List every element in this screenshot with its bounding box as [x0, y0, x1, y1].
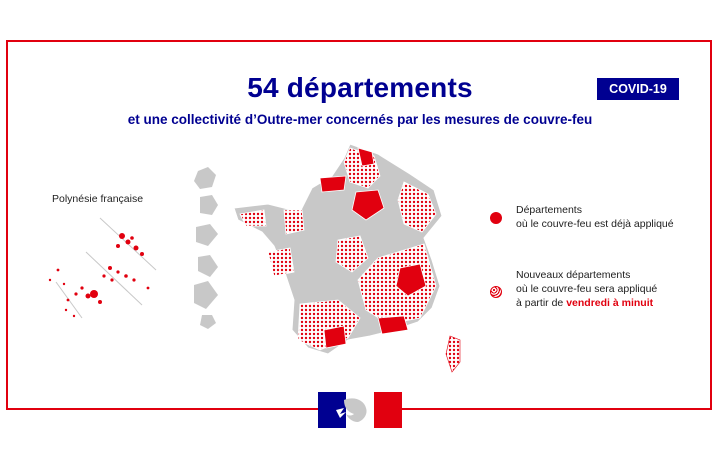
france-map [233, 143, 461, 373]
legend-new-text: Nouveaux départements où le couvre-feu s… [516, 268, 716, 310]
covid-badge: COVID-19 [597, 78, 679, 100]
region-paris-existing [351, 189, 385, 221]
polynesia-inset-map [48, 217, 157, 319]
region-west-new [283, 209, 305, 235]
marianne-logo-icon [318, 392, 402, 428]
region-ouest-new [239, 209, 267, 227]
polynesia-label: Polynésie française [52, 193, 144, 205]
region-rouen-existing [319, 175, 347, 193]
legend-existing-text: Départements où le couvre-feu est déjà a… [516, 203, 716, 231]
page-title: 54 départements [247, 72, 473, 103]
legend-new-line3-highlight: vendredi à minuit [566, 297, 654, 309]
region-lille-existing [357, 147, 375, 167]
region-marseille-existing [377, 315, 409, 335]
region-centre-new [335, 235, 369, 273]
region-south-new [267, 247, 295, 277]
region-toulouse-existing [323, 325, 347, 349]
page-subtitle: et une collectivité d’Outre-mer concerné… [127, 112, 593, 127]
legend-new-line3-prefix: à partir de [516, 297, 567, 309]
corsica-map [445, 335, 461, 373]
legend-new-line3: à partir de vendredi à minuit [516, 296, 716, 310]
hatched-red-dot-icon [490, 286, 502, 298]
region-east-new [397, 181, 437, 233]
region-lyon-existing [395, 263, 427, 297]
solid-red-dot-icon [490, 212, 502, 224]
legend-new-line2: où le couvre-feu sera appliqué [516, 283, 658, 295]
legend-existing-line2: où le couvre-feu est déjà appliqué [516, 218, 674, 230]
legend-existing-line1: Départements [516, 204, 582, 216]
islands-column-map [194, 167, 218, 329]
legend-new-line1: Nouveaux départements [516, 269, 631, 281]
